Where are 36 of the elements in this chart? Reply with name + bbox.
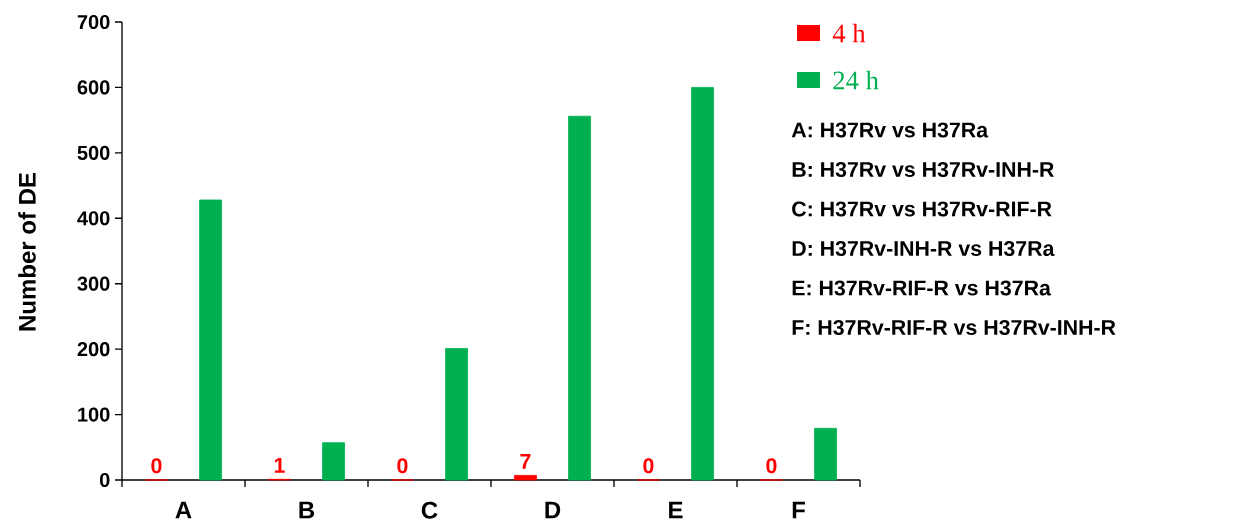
legend-label: 24 h: [833, 70, 879, 90]
data-label: 0: [151, 458, 162, 474]
bar: [199, 199, 222, 481]
y-tick-label: 500: [77, 145, 110, 160]
y-tick-label: 100: [78, 407, 110, 422]
data-label: 7: [520, 454, 531, 469]
y-tick-label: 0: [99, 472, 110, 488]
bar: [814, 427, 837, 481]
bar: [322, 442, 345, 481]
data-label: 1: [274, 457, 285, 473]
bar: [691, 87, 714, 481]
x-tick-label: E: [669, 501, 683, 519]
x-tick-label: F: [792, 501, 805, 519]
y-axis-title: Number of DE: [18, 172, 36, 331]
y-tick-label: 300: [77, 276, 110, 291]
bar: [445, 348, 468, 481]
annotation: D: H37Rv-INH-R vs H37Ra: [792, 240, 1055, 257]
y-tick-label: 600: [77, 80, 110, 95]
data-label: 0: [766, 458, 777, 474]
bar: [568, 115, 591, 481]
bar: [514, 475, 537, 481]
annotation: C: H37Rv vs H37Rv-RIF-R: [792, 201, 1052, 217]
legend-label: 4 h: [832, 23, 866, 43]
x-tick-label: B: [299, 501, 315, 519]
y-tick-label: 400: [77, 211, 110, 226]
annotation: F: H37Rv-RIF-R vs H37Rv-INH-R: [792, 319, 1116, 336]
data-label: 0: [397, 458, 408, 474]
data-label: 0: [643, 458, 654, 474]
annotation: E: H37Rv-RIF-R vs H37Ra: [792, 280, 1051, 296]
x-tick-label: C: [421, 501, 438, 519]
annotation: A: H37Rv vs H37Ra: [791, 122, 989, 138]
annotation: B: H37Rv vs H37Rv-INH-R: [792, 161, 1054, 178]
x-tick-label: A: [175, 501, 192, 519]
y-tick-label: 200: [77, 342, 110, 357]
y-tick-label: 700: [77, 14, 110, 30]
x-tick-label: D: [545, 501, 561, 519]
